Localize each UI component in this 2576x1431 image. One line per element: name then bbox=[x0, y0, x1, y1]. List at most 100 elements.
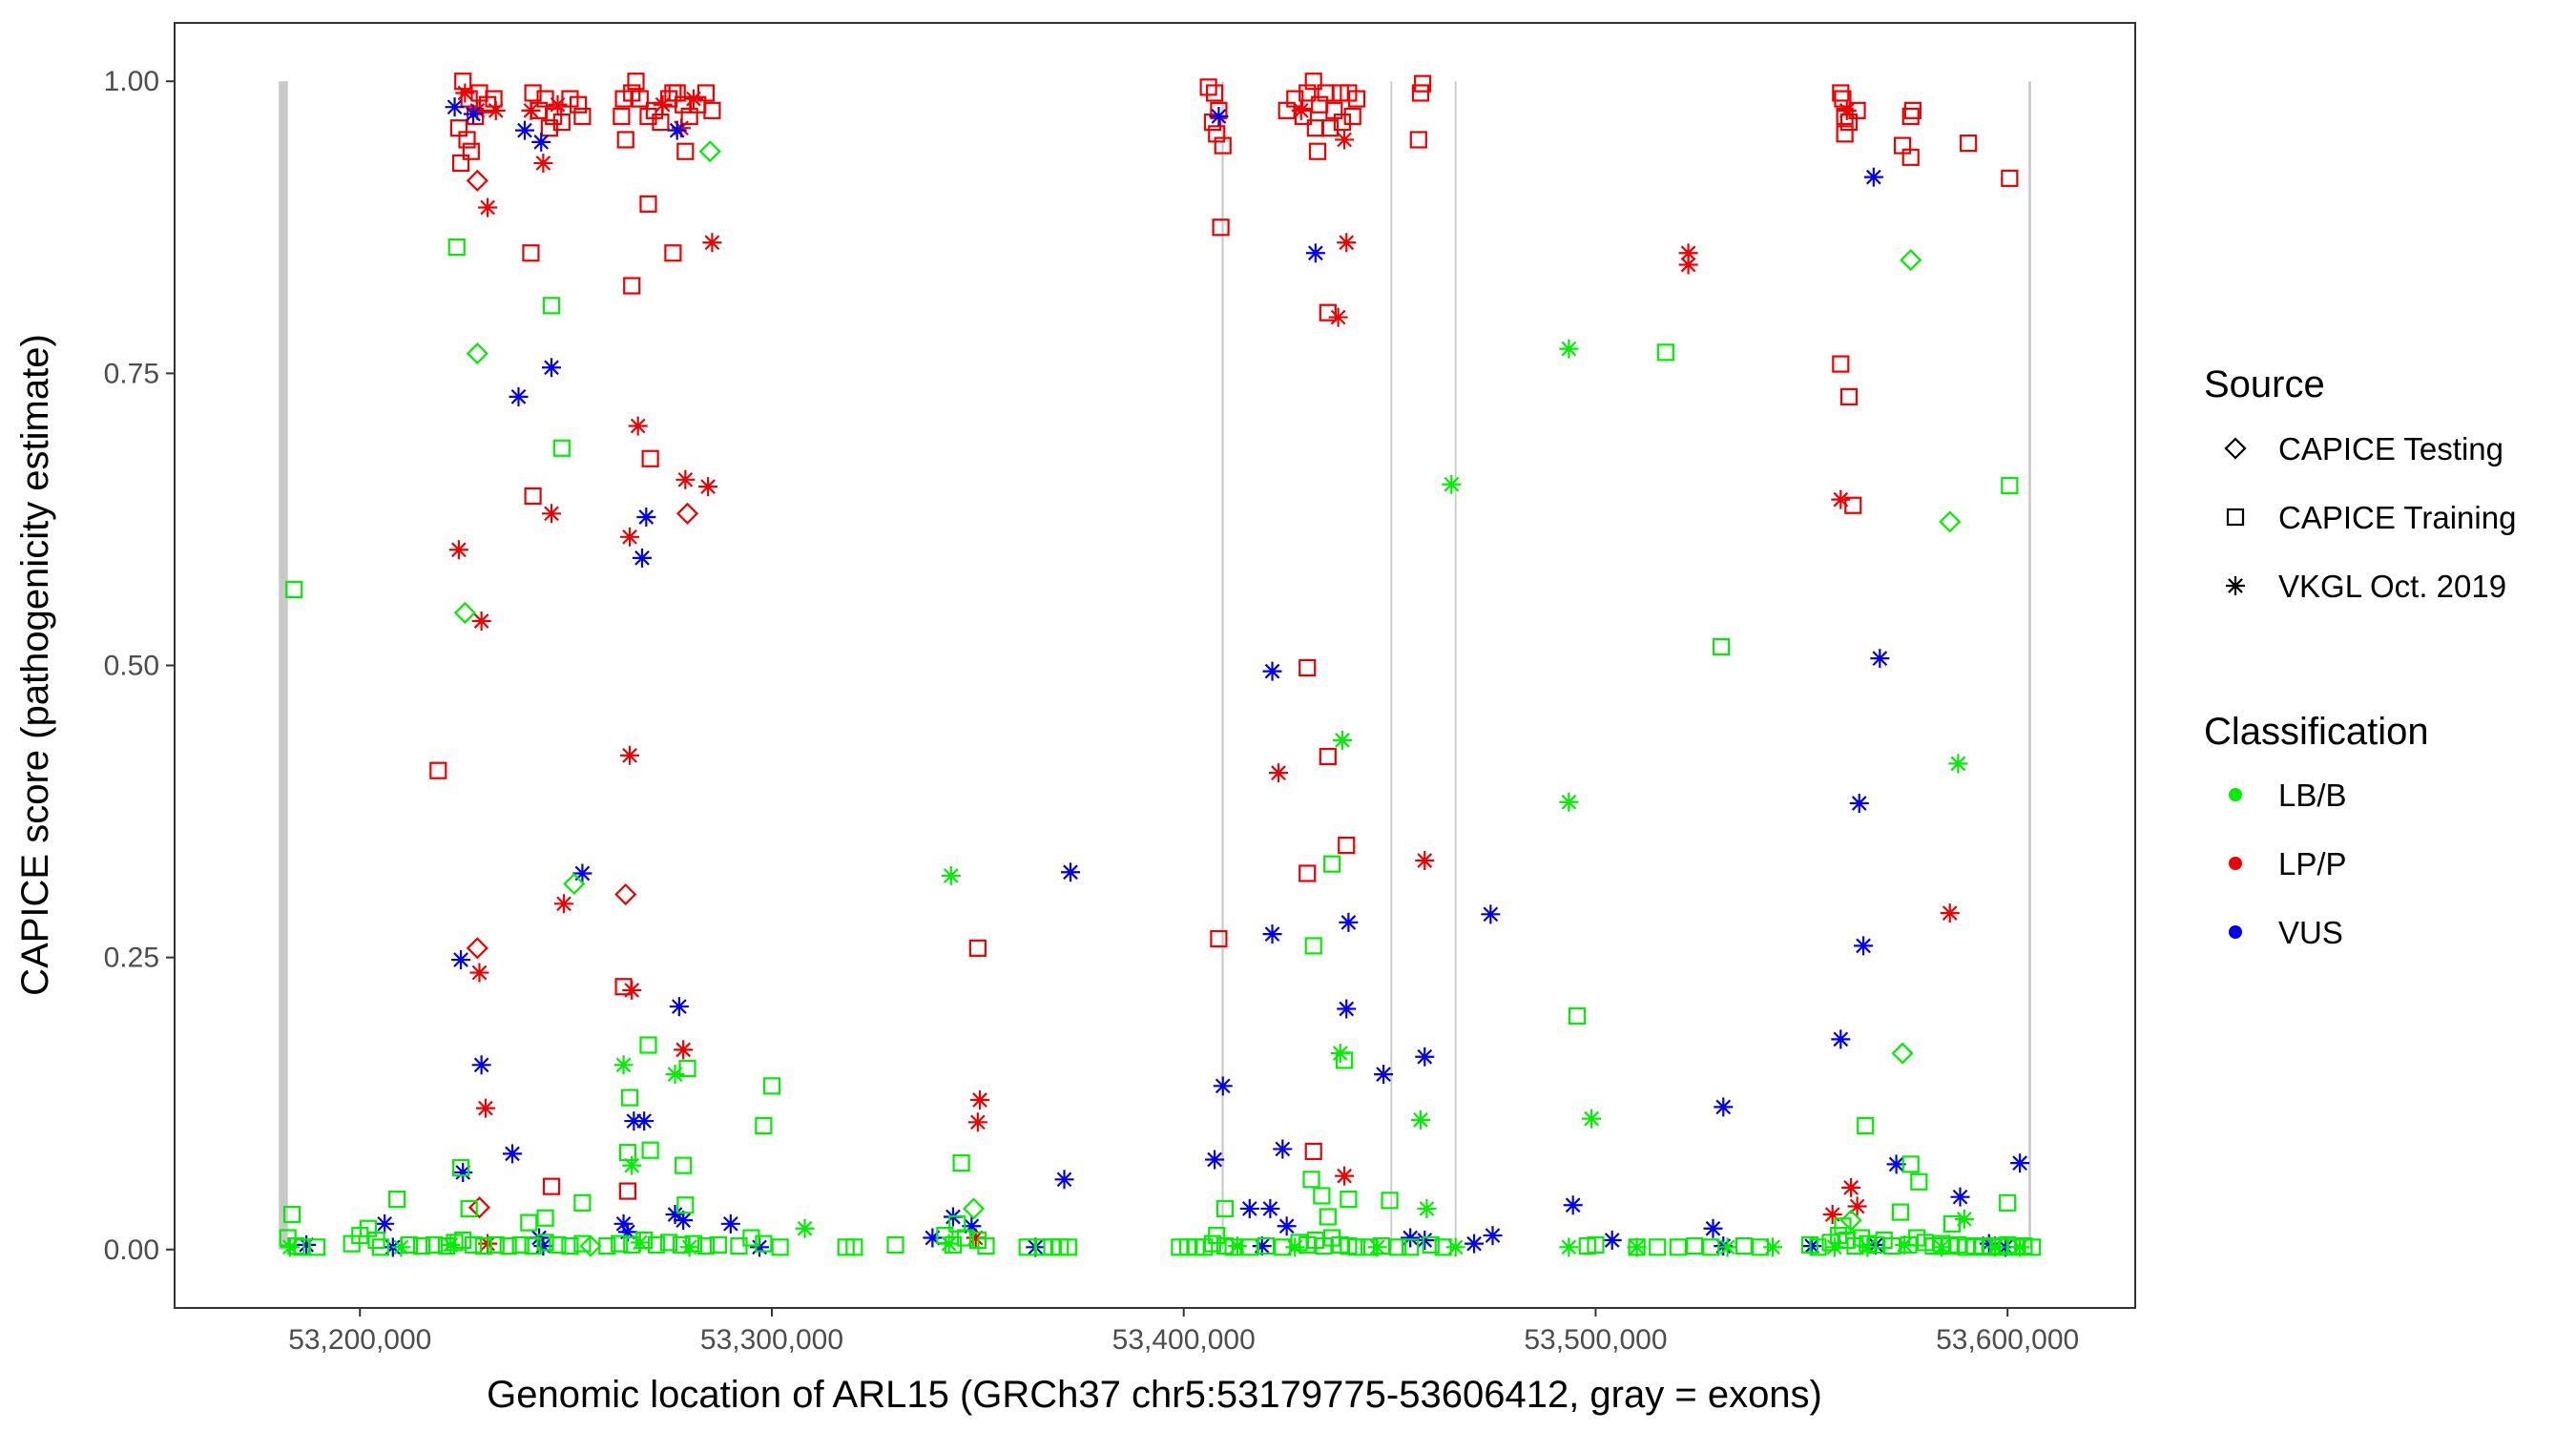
data-point bbox=[1389, 1238, 1407, 1256]
legend-label: CAPICE Training bbox=[2278, 500, 2516, 535]
data-point bbox=[1703, 1218, 1723, 1238]
data-point bbox=[1337, 233, 1357, 253]
data-point bbox=[1343, 107, 1361, 126]
data-point bbox=[742, 1229, 760, 1247]
data-point bbox=[1627, 1237, 1647, 1257]
data-point bbox=[573, 1193, 592, 1212]
data-point bbox=[1208, 125, 1226, 143]
data-point bbox=[618, 1182, 636, 1200]
legend-item-square: CAPICE Training bbox=[2226, 500, 2516, 535]
data-point bbox=[552, 113, 571, 132]
data-point bbox=[923, 1228, 943, 1248]
data-point bbox=[633, 548, 653, 568]
data-point bbox=[1563, 1195, 1583, 1215]
legend-label: LB/B bbox=[2278, 778, 2347, 813]
data-point bbox=[1832, 355, 1850, 373]
data-point bbox=[1702, 1238, 1720, 1256]
data-point bbox=[307, 1238, 326, 1256]
data-point bbox=[1269, 763, 1289, 783]
data-point bbox=[429, 761, 447, 779]
data-point bbox=[962, 1197, 986, 1220]
data-point bbox=[1018, 1238, 1036, 1256]
data-point bbox=[1839, 1209, 1862, 1232]
data-point bbox=[967, 1112, 987, 1132]
data-point bbox=[1285, 1237, 1305, 1257]
data-point bbox=[679, 1237, 699, 1257]
data-point bbox=[548, 94, 568, 114]
data-point bbox=[1735, 1236, 1753, 1255]
data-point bbox=[475, 1098, 495, 1118]
data-point bbox=[1273, 1139, 1293, 1159]
data-point bbox=[531, 132, 551, 152]
data-point bbox=[1305, 243, 1325, 263]
data-point bbox=[447, 238, 466, 257]
data-point bbox=[1304, 1142, 1322, 1161]
data-point bbox=[1901, 107, 1920, 126]
data-point bbox=[641, 449, 659, 467]
data-point bbox=[2001, 169, 2019, 187]
data-point bbox=[613, 107, 631, 126]
x-axis: 53,200,000 53,300,000 53,400,000 53,500,000… bbox=[288, 1308, 2079, 1356]
data-point bbox=[676, 142, 695, 160]
data-point bbox=[1291, 100, 1311, 120]
data-point bbox=[1837, 100, 1857, 120]
data-point bbox=[1298, 864, 1317, 882]
exon-line-2 bbox=[1221, 81, 1224, 1250]
data-point bbox=[1319, 1208, 1337, 1226]
data-point bbox=[622, 980, 642, 1000]
data-point bbox=[1205, 1150, 1225, 1170]
data-point bbox=[1339, 912, 1359, 932]
data-point bbox=[652, 113, 670, 132]
data-point bbox=[503, 1144, 523, 1164]
data-point bbox=[1910, 1172, 1928, 1191]
data-point bbox=[282, 1205, 301, 1224]
data-point bbox=[1209, 106, 1229, 126]
data-point bbox=[675, 502, 699, 525]
data-point bbox=[1854, 936, 1874, 956]
data-point bbox=[1308, 142, 1327, 160]
data-point bbox=[533, 1236, 553, 1256]
legend-key-asterisk bbox=[2226, 576, 2245, 595]
data-point bbox=[598, 1236, 616, 1255]
data-point bbox=[469, 963, 489, 983]
data-point bbox=[1422, 1235, 1440, 1254]
data-point bbox=[639, 1036, 657, 1054]
legend-item-diamond: CAPICE Testing bbox=[2224, 431, 2503, 467]
data-point bbox=[280, 1237, 300, 1257]
data-point bbox=[1858, 1237, 1878, 1257]
data-point bbox=[627, 73, 645, 91]
data-point bbox=[536, 1209, 554, 1227]
data-point bbox=[1685, 1236, 1704, 1255]
data-point bbox=[1602, 1230, 1622, 1250]
data-point bbox=[464, 1235, 483, 1254]
data-point bbox=[533, 153, 553, 173]
data-point bbox=[1900, 249, 1922, 272]
data-point bbox=[1401, 1228, 1421, 1248]
data-point bbox=[511, 1235, 530, 1254]
data-point bbox=[698, 477, 718, 497]
data-point bbox=[285, 580, 303, 599]
data-point bbox=[549, 1235, 567, 1254]
data-point bbox=[966, 1228, 986, 1248]
data-point bbox=[962, 1216, 982, 1236]
data-point bbox=[1214, 136, 1232, 155]
data-point bbox=[1870, 649, 1890, 669]
data-point bbox=[1262, 924, 1282, 944]
data-point bbox=[1374, 1065, 1394, 1085]
data-point bbox=[1763, 1237, 1783, 1257]
data-point bbox=[1863, 167, 1883, 187]
x-tick-label: 53,400,000 bbox=[1112, 1324, 1256, 1356]
data-point bbox=[1415, 1047, 1435, 1067]
data-point bbox=[977, 1236, 995, 1255]
data-point bbox=[467, 1196, 491, 1219]
data-point bbox=[1802, 1236, 1822, 1256]
data-point bbox=[941, 865, 961, 885]
data-point bbox=[451, 1158, 470, 1177]
data-point bbox=[750, 1237, 770, 1257]
series-lb-b bbox=[279, 140, 2042, 1257]
legend-item-asterisk: VKGL Oct. 2019 bbox=[2226, 569, 2506, 604]
data-point bbox=[552, 439, 571, 457]
data-point bbox=[1717, 1237, 1737, 1257]
data-point bbox=[1054, 1170, 1074, 1190]
